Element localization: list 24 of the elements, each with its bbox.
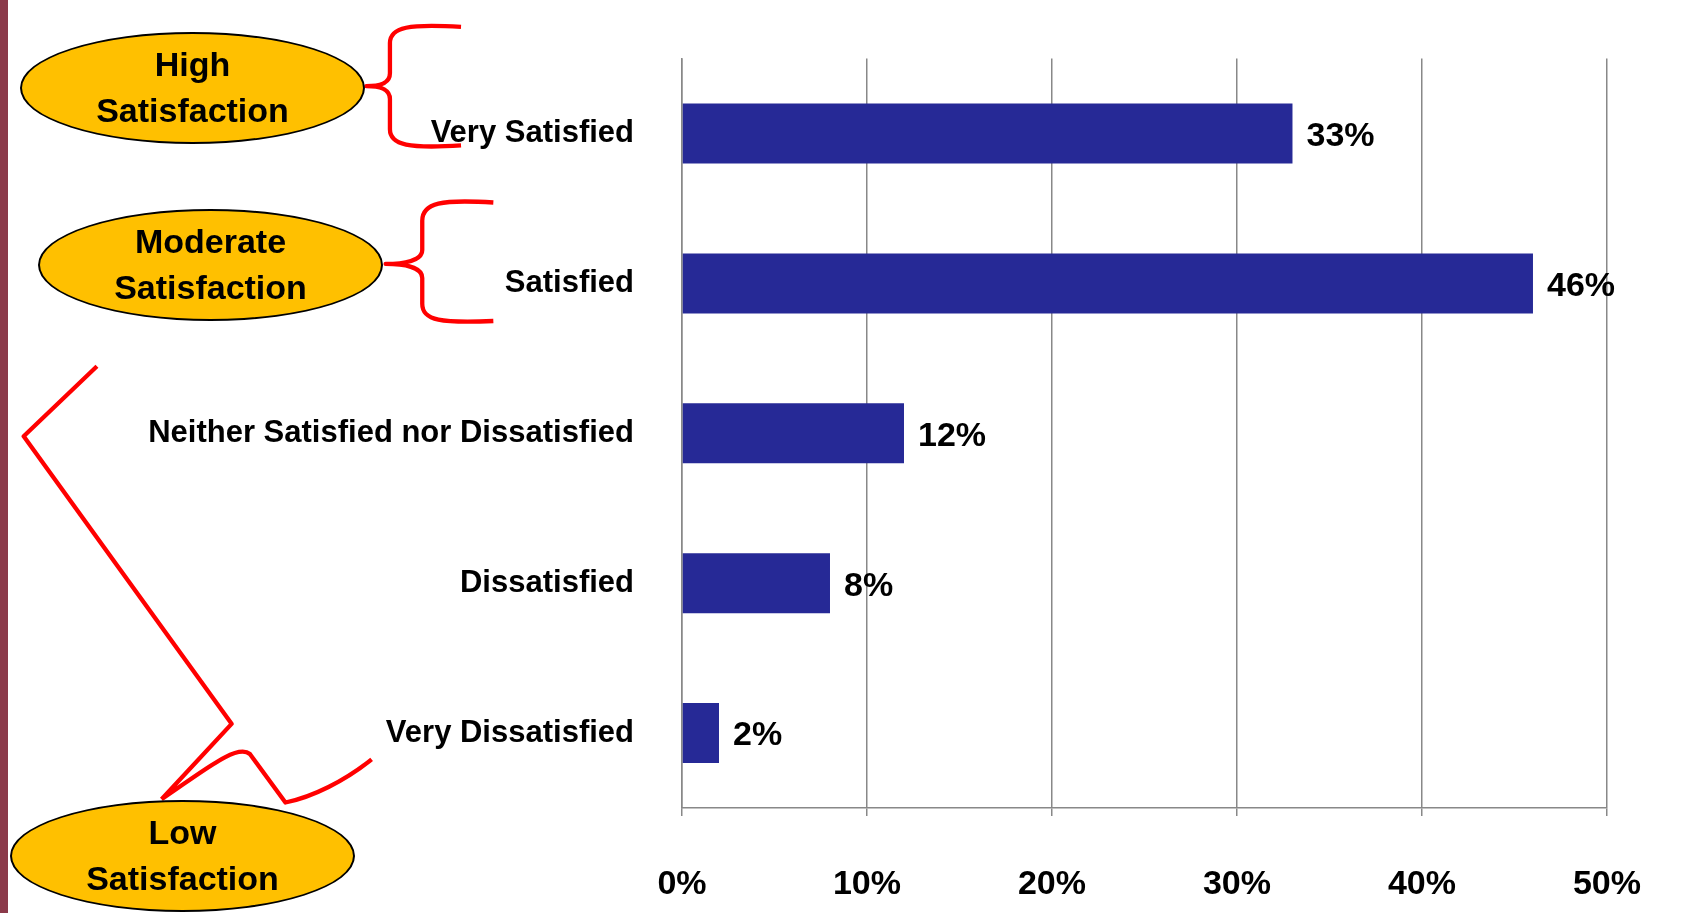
bar <box>682 703 719 764</box>
x-tick-label: 20% <box>1017 862 1087 901</box>
y-tick-label: Very Dissatisfied <box>385 713 634 749</box>
text: Moderate Satisfaction <box>38 209 383 321</box>
y-tick-label: Dissatisfied <box>459 563 634 599</box>
bar <box>682 103 1293 164</box>
text: Low Satisfaction <box>10 800 355 912</box>
y-tick-label: Satisfied <box>504 263 634 299</box>
y-tick-label: Neither Satisfied nor Dissatisfied <box>148 413 634 449</box>
data-label: 46% <box>1546 264 1616 303</box>
data-label: 8% <box>844 564 894 603</box>
bar <box>682 253 1533 314</box>
bar <box>682 553 830 614</box>
data-label: 2% <box>733 714 783 753</box>
x-tick-label: 40% <box>1387 862 1457 901</box>
x-tick-label: 50% <box>1572 862 1642 901</box>
x-tick-label: 30% <box>1202 862 1272 901</box>
y-tick-label: Very Satisfied <box>430 114 634 150</box>
bar <box>682 403 904 464</box>
x-tick-label: 10% <box>832 862 902 901</box>
data-label: 33% <box>1306 114 1375 153</box>
x-tick-label: 0% <box>657 862 707 901</box>
text: High Satisfaction <box>20 32 365 144</box>
data-label: 12% <box>917 414 987 453</box>
